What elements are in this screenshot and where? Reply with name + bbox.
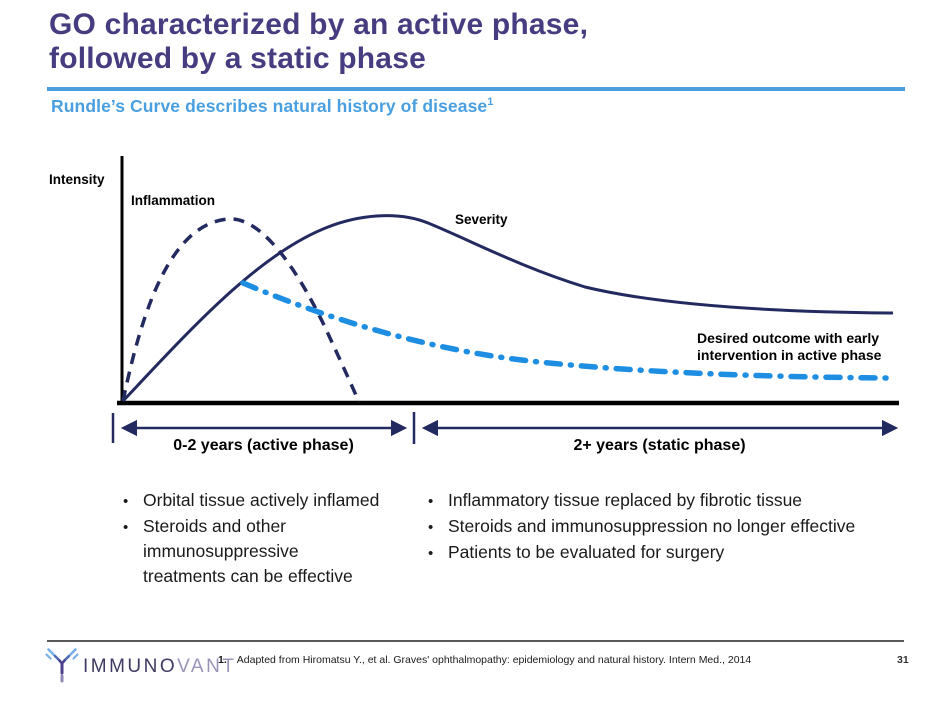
bullet-text: Patients to be evaluated for surgery [448, 542, 725, 562]
static-phase-bullet-list: Inflammatory tissue replaced by fibrotic… [428, 488, 896, 566]
desired-outcome-label: Desired outcome with early intervention … [697, 330, 882, 363]
list-item: Orbital tissue actively inflamed [123, 488, 381, 514]
bullet-text: Inflammatory tissue replaced by fibrotic… [448, 490, 803, 510]
slide-subtitle: Rundle’s Curve describes natural history… [51, 96, 493, 117]
title-divider-rule [47, 87, 905, 91]
antibody-icon [45, 648, 79, 683]
page-title-line2: followed by a static phase [49, 42, 426, 75]
list-item: Inflammatory tissue replaced by fibrotic… [428, 488, 896, 514]
active-phase-bullet-list: Orbital tissue actively inflamed Steroid… [123, 488, 381, 589]
bullet-text: Orbital tissue actively inflamed [143, 490, 380, 510]
page-title: GO characterized by an active phase, fol… [49, 8, 909, 76]
list-item: Steroids and other immunosuppressive tre… [123, 514, 381, 589]
bullet-text: Steroids and immunosuppression no longer… [448, 516, 856, 536]
logo-wordmark: IMMUNOVANT [83, 656, 236, 678]
inflammation-curve-label: Inflammation [131, 193, 216, 208]
footnote: 1. Adapted from Hiromatsu Y., et al. Gra… [218, 654, 751, 666]
logo-text-secondary: VANT [177, 655, 237, 677]
static-phase-label: 2+ years (static phase) [573, 437, 746, 454]
subtitle-footnote-marker: 1 [487, 96, 494, 109]
severity-curve-label: Severity [455, 212, 508, 227]
footer-divider [47, 640, 904, 642]
bullet-icon [123, 514, 143, 589]
list-item: Patients to be evaluated for surgery [428, 540, 896, 566]
page-title-line1: GO characterized by an active phase, [49, 8, 589, 41]
severity-curve [121, 214, 894, 403]
list-item: Steroids and immunosuppression no longer… [428, 514, 896, 540]
bullet-icon [428, 488, 448, 514]
inflammation-curve [121, 217, 361, 403]
footnote-text: Adapted from Hiromatsu Y., et al. Graves… [236, 654, 752, 666]
page-number: 31 [897, 654, 909, 666]
subtitle-text: Rundle’s Curve describes natural history… [51, 96, 488, 116]
logo-text-primary: IMMUNO [83, 655, 178, 677]
immunovant-logo: IMMUNOVANT [45, 647, 236, 683]
footnote-number: 1. [218, 654, 227, 666]
bullet-icon [428, 514, 448, 540]
bullet-text: Steroids and other immunosuppressive tre… [143, 516, 353, 586]
active-phase-label: 0-2 years (active phase) [173, 437, 354, 454]
y-axis-label: Intensity [49, 172, 105, 187]
bullet-icon [428, 540, 448, 566]
bullet-icon [123, 488, 143, 514]
